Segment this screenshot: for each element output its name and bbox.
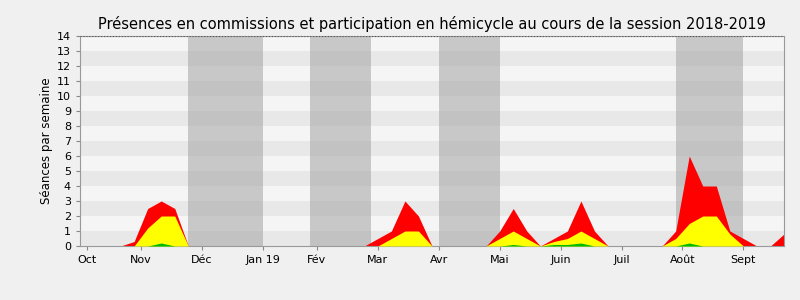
Bar xyxy=(80,231,784,246)
Bar xyxy=(676,36,743,246)
Bar xyxy=(80,66,784,81)
Bar xyxy=(80,51,784,66)
Bar xyxy=(80,171,784,186)
Bar xyxy=(80,81,784,96)
Bar xyxy=(310,36,371,246)
Bar xyxy=(80,156,784,171)
Bar xyxy=(438,36,500,246)
Y-axis label: Séances par semaine: Séances par semaine xyxy=(40,78,53,204)
Bar xyxy=(80,216,784,231)
Bar xyxy=(80,186,784,201)
Title: Présences en commissions et participation en hémicycle au cours de la session 20: Présences en commissions et participatio… xyxy=(98,16,766,32)
Bar xyxy=(80,111,784,126)
Bar xyxy=(80,141,784,156)
Bar xyxy=(80,126,784,141)
Bar xyxy=(80,96,784,111)
Bar xyxy=(80,36,784,51)
Bar xyxy=(80,201,784,216)
Bar xyxy=(188,36,262,246)
